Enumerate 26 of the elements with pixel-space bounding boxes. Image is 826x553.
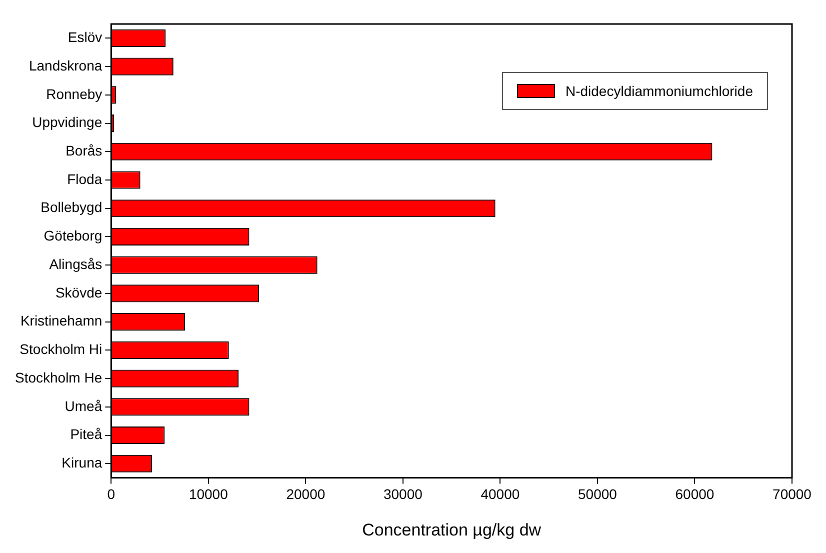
- x-tick-label: 70000: [772, 486, 812, 502]
- y-tick-label: Floda: [67, 170, 102, 187]
- x-axis-title: Concentration µg/kg dw: [362, 520, 542, 540]
- y-tick-label: Umeå: [64, 398, 102, 414]
- y-tick-label: Skövde: [55, 284, 102, 300]
- y-tick-label: Landskrona: [28, 57, 102, 74]
- y-tick-label: Piteå: [70, 426, 102, 442]
- y-tick-label: Göteborg: [44, 228, 102, 244]
- y-tick-label: Bollebygd: [40, 199, 102, 216]
- y-tick-label: Kiruna: [62, 454, 102, 470]
- y-tick-label: Borås: [66, 142, 102, 158]
- x-tick-label: 50000: [578, 486, 618, 502]
- x-tick-label: 60000: [675, 486, 714, 502]
- x-tick-label: 30000: [383, 486, 423, 502]
- y-tick-label: Stockholm He: [14, 369, 102, 386]
- x-tick-label: 0: [107, 486, 116, 502]
- y-tick-label: Uppvidinge: [32, 114, 102, 130]
- x-tick-label: 20000: [286, 486, 326, 502]
- x-tick-label: 40000: [480, 486, 520, 502]
- y-tick-label: Stockholm Hi: [20, 341, 102, 358]
- legend-label: N-didecyldiammoniumchloride: [565, 83, 753, 99]
- x-tick-label: 10000: [188, 486, 228, 502]
- y-tick-label: Kristinehamn: [20, 312, 102, 329]
- y-tick-label: Alingsås: [49, 256, 102, 272]
- y-tick-label: Eslöv: [68, 29, 102, 46]
- y-tick-label: Ronneby: [46, 86, 102, 102]
